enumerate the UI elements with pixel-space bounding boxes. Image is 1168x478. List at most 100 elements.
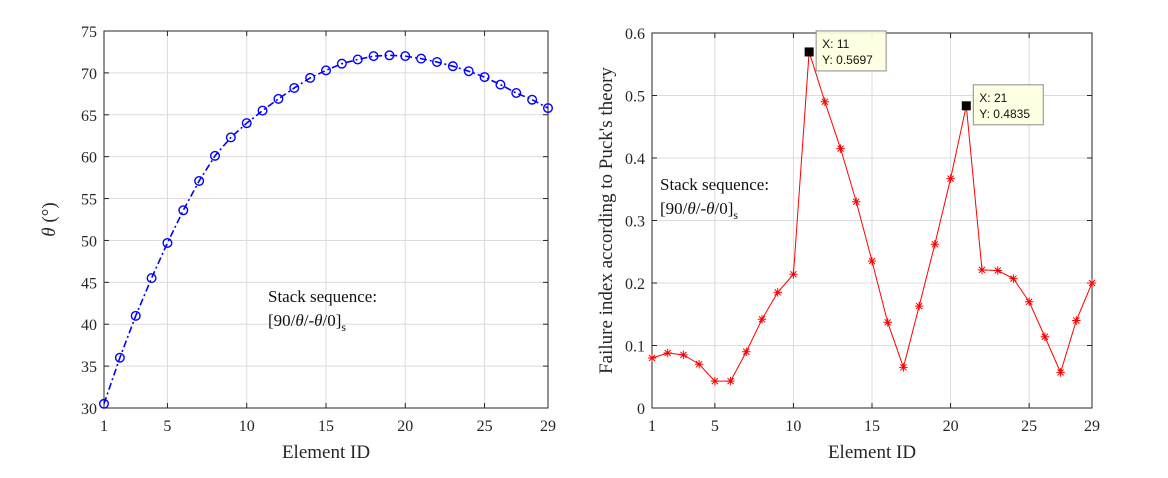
x-tick-label: 20 (943, 418, 959, 435)
x-tick-label: 15 (318, 418, 334, 435)
y-tick-label: 40 (81, 317, 97, 334)
data-point (867, 256, 877, 266)
data-point (400, 51, 411, 62)
data-point (946, 174, 955, 183)
y-tick-label: 0 (637, 401, 645, 418)
data-point (930, 240, 940, 249)
y-tick-label: 75 (81, 24, 97, 41)
data-point (742, 347, 751, 356)
datatip-x: X: 21 (979, 91, 1007, 105)
datatip-box (815, 30, 887, 72)
y-tick-label: 30 (81, 401, 97, 418)
data-point (178, 205, 189, 216)
data-point (710, 376, 720, 386)
y-tick-label: 0.3 (625, 214, 645, 231)
data-point (98, 398, 109, 409)
data-point (789, 270, 798, 279)
y-tick-label: 65 (81, 108, 97, 125)
data-point (368, 51, 379, 62)
y-tick-label: 0.4 (625, 151, 645, 168)
data-point (1024, 297, 1034, 306)
x-tick-label: 10 (239, 418, 255, 435)
stack-sequence-part: θ (314, 311, 322, 330)
stack-sequence-part: [90/ (660, 199, 688, 218)
y-tick-label: 70 (81, 66, 97, 83)
stack-sequence-part: [90/ (268, 311, 296, 330)
data-point (241, 118, 252, 129)
data-point (899, 363, 908, 372)
y-tick-label: 0.5 (625, 89, 645, 106)
datatip-y: Y: 0.4835 (979, 107, 1030, 121)
y-tick-label: 35 (81, 359, 97, 376)
stack-sequence-title: Stack sequence: (268, 287, 377, 306)
data-point (993, 266, 1002, 275)
x-tick-label: 1 (100, 418, 108, 435)
stack-sequence-value: [90/θ/-θ/0]s (268, 311, 346, 334)
data-point (162, 237, 173, 248)
data-point (1072, 316, 1081, 325)
x-tick-label: 25 (1021, 418, 1037, 435)
y-tick-label: 50 (81, 233, 97, 250)
x-tick-label: 25 (477, 418, 493, 435)
data-point (679, 350, 688, 360)
data-point (977, 265, 987, 275)
stack-sequence-part: θ (687, 199, 695, 218)
data-point (820, 97, 830, 106)
datatip-x: X: 11 (822, 37, 849, 51)
x-tick-label: 20 (397, 418, 413, 435)
data-point (463, 66, 474, 77)
data-point (543, 103, 554, 114)
stack-sequence-part: /- (696, 199, 707, 218)
data-point (479, 72, 490, 83)
y-tick-label: 55 (81, 192, 97, 209)
data-point (209, 150, 220, 161)
y-axis-symbol: θ (39, 227, 60, 236)
data-point (527, 94, 538, 105)
y-tick-label: 0.2 (625, 276, 645, 293)
stack-sequence-part: θ (706, 199, 714, 218)
data-point (495, 79, 506, 90)
data-point (321, 65, 332, 76)
data-point (416, 53, 427, 64)
stack-sequence-subscript: s (341, 320, 346, 334)
stack-sequence-subscript: s (733, 208, 738, 222)
data-point (694, 360, 704, 369)
data-point (773, 288, 782, 297)
data-point (1040, 332, 1050, 341)
y-tick-label: 60 (81, 150, 97, 167)
data-point (352, 54, 363, 65)
stack-sequence-part: θ (295, 311, 303, 330)
data-point (1056, 368, 1065, 377)
y-axis-label: Failure index according to Puck's theory (596, 67, 617, 374)
data-point (757, 315, 767, 324)
data-point (852, 197, 861, 206)
x-axis-label: Element ID (282, 442, 370, 463)
data-point (146, 273, 157, 284)
data-point (130, 310, 141, 321)
x-tick-label: 15 (864, 418, 880, 435)
data-point (289, 82, 300, 93)
stack-sequence-part: /0] (323, 311, 342, 330)
datatip-marker (961, 101, 971, 111)
x-tick-label: 5 (163, 418, 171, 435)
data-point (273, 93, 284, 104)
data-point (836, 144, 845, 153)
datatip-marker (804, 47, 814, 57)
x-axis-label: Element ID (828, 442, 916, 463)
data-point (305, 72, 316, 83)
stack-sequence-value: [90/θ/-θ/0]s (660, 199, 738, 222)
x-tick-label: 29 (540, 418, 556, 435)
data-point (914, 301, 924, 311)
data-point (114, 352, 125, 363)
y-tick-label: 45 (81, 275, 97, 292)
data-point (336, 58, 347, 69)
data-point (384, 50, 395, 61)
stack-sequence-title: Stack sequence: (660, 175, 769, 194)
datatip-box (972, 84, 1044, 126)
data-point (225, 132, 236, 143)
data-point (511, 87, 522, 98)
data-point (194, 175, 205, 186)
data-point (647, 353, 657, 363)
data-point (257, 105, 268, 116)
